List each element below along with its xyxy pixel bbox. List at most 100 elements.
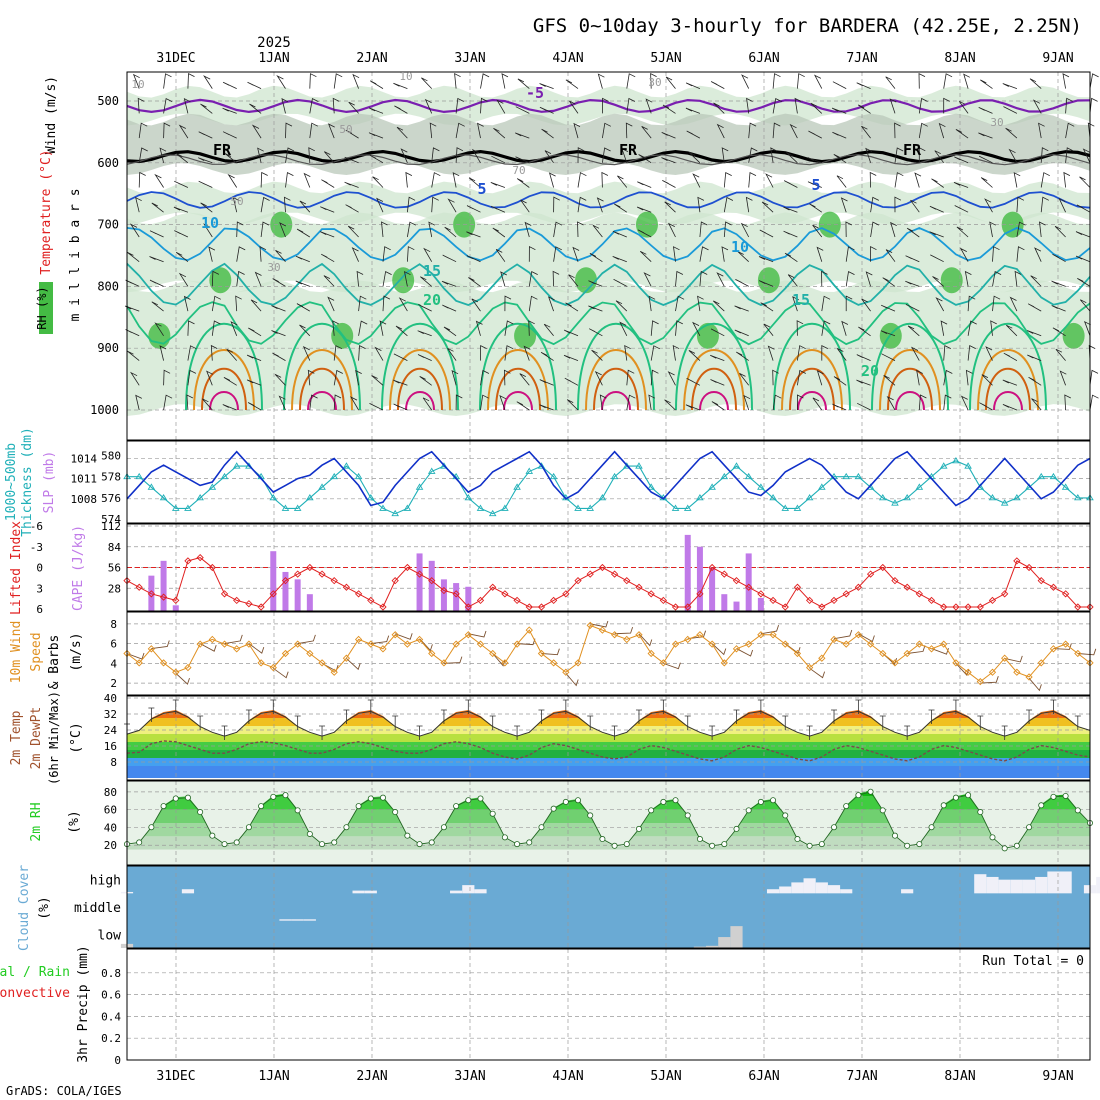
rh-marker [258, 803, 265, 810]
upper-wind-barb [894, 122, 901, 139]
wind-speed-marker [586, 621, 594, 630]
cloud-bar [450, 890, 463, 894]
date-label-top: 4JAN [552, 51, 583, 66]
thickness-marker [220, 472, 229, 480]
thickness-marker [915, 483, 924, 490]
upper-wind-barb [129, 223, 140, 238]
temp-minmax-bar [684, 715, 691, 730]
surface-wind-barb [492, 653, 506, 667]
upper-wind-barb [309, 122, 318, 139]
upper-wind-barb [1003, 352, 1018, 361]
upper-wind-barb [772, 122, 781, 139]
upper-wind-barb [894, 196, 902, 213]
surface-wind-barb [443, 656, 463, 664]
upper-wind-barb [721, 147, 729, 163]
pressure-tick-label: 800 [97, 279, 119, 293]
surface-wind-barb [809, 667, 826, 679]
rh-marker [538, 824, 545, 831]
upper-wind-barb [870, 246, 877, 262]
upper-wind-barb [333, 369, 343, 386]
cape-bar [282, 571, 289, 611]
contour-label: -5 [526, 84, 544, 102]
precip-axis-label-convective: Convective [0, 986, 70, 1001]
lifted-index-marker [793, 583, 802, 591]
rh-marker [916, 841, 923, 848]
upper-wind-barb [222, 131, 237, 139]
upper-wind-barb [741, 74, 750, 89]
dewpoint-line [126, 740, 1091, 762]
upper-wind-barb [417, 330, 432, 337]
lifted-index-marker [903, 583, 911, 591]
wind-speed-marker [671, 640, 680, 648]
wind-speed-marker [172, 668, 180, 676]
upper-wind-barb [428, 221, 436, 238]
rh-marker [355, 803, 362, 810]
upper-wind-barb [588, 280, 603, 287]
surface-wind-barb [1004, 655, 1023, 663]
temp-minmax-bar [416, 725, 423, 740]
contour-label: 15 [792, 291, 810, 309]
upper-wind-barb [475, 320, 483, 336]
upper-wind-barb [327, 123, 335, 139]
surface-wind-barb [297, 634, 316, 645]
rh-marker [453, 803, 460, 810]
upper-wind-barb [594, 371, 603, 386]
upper-wind-barb [563, 354, 579, 361]
upper-wind-barb [638, 154, 652, 164]
surface-isotherm [405, 391, 435, 411]
upper-wind-barb [932, 276, 944, 287]
upper-wind-barb [299, 200, 311, 213]
rh-marker [160, 803, 167, 810]
rh-marker [379, 794, 386, 801]
upper-wind-barb [810, 102, 823, 114]
surface-wind-barb [346, 658, 361, 671]
cloud-bar [279, 919, 292, 921]
upper-wind-barb [797, 369, 806, 386]
upper-wind-barb [813, 74, 823, 89]
rh-marker [1001, 845, 1008, 852]
upper-wind-barb [423, 247, 433, 262]
upper-wind-barb [1052, 253, 1066, 263]
date-label-top: 3JAN [454, 51, 485, 66]
surface-wind-barb [736, 648, 754, 657]
upper-wind-barb [832, 81, 847, 89]
surface-isotherm [879, 349, 941, 411]
rh-marker [306, 830, 313, 837]
upper-wind-barb [1016, 246, 1025, 262]
contour-label: 30 [990, 116, 1003, 129]
upper-wind-barb [468, 277, 481, 287]
rh-tick-label: 80 [104, 786, 117, 799]
lifted-index-marker [306, 563, 314, 572]
rh-marker [587, 812, 594, 819]
upper-wind-barb [187, 320, 195, 336]
cape-bar [416, 553, 423, 611]
upper-wind-barb [816, 370, 824, 386]
upper-wind-barb [149, 279, 164, 287]
upper-wind-barb [203, 75, 213, 89]
upper-wind-barb [403, 270, 411, 287]
thickness-marker [598, 493, 607, 501]
upper-wind-barb [710, 328, 725, 337]
upper-wind-barb [247, 81, 262, 89]
temp-panel-frame [126, 695, 1091, 781]
upper-wind-barb [748, 171, 757, 188]
thickness-marker [379, 504, 387, 511]
date-label-top: 8JAN [944, 51, 975, 66]
surface-wind-barb [760, 624, 780, 635]
wind-speed-marker [1025, 673, 1033, 681]
wind-speed-marker [1049, 645, 1058, 653]
upper-wind-barb [407, 246, 415, 262]
upper-wind-barb [601, 171, 609, 188]
cloud-axis-label: Cloud Cover [17, 865, 32, 951]
wind-speed-marker [562, 668, 570, 676]
temp-minmax-bar [855, 699, 862, 714]
upper-wind-barb [808, 130, 822, 139]
upper-wind-barb [796, 320, 804, 336]
upper-wind-barb [807, 181, 822, 188]
upper-wind-barb [812, 224, 823, 238]
upper-wind-barb [271, 330, 286, 337]
upper-wind-barb [333, 73, 343, 89]
temp-minmax-bar [562, 699, 569, 714]
upper-wind-barb [149, 230, 164, 238]
upper-wind-barb [541, 128, 554, 139]
